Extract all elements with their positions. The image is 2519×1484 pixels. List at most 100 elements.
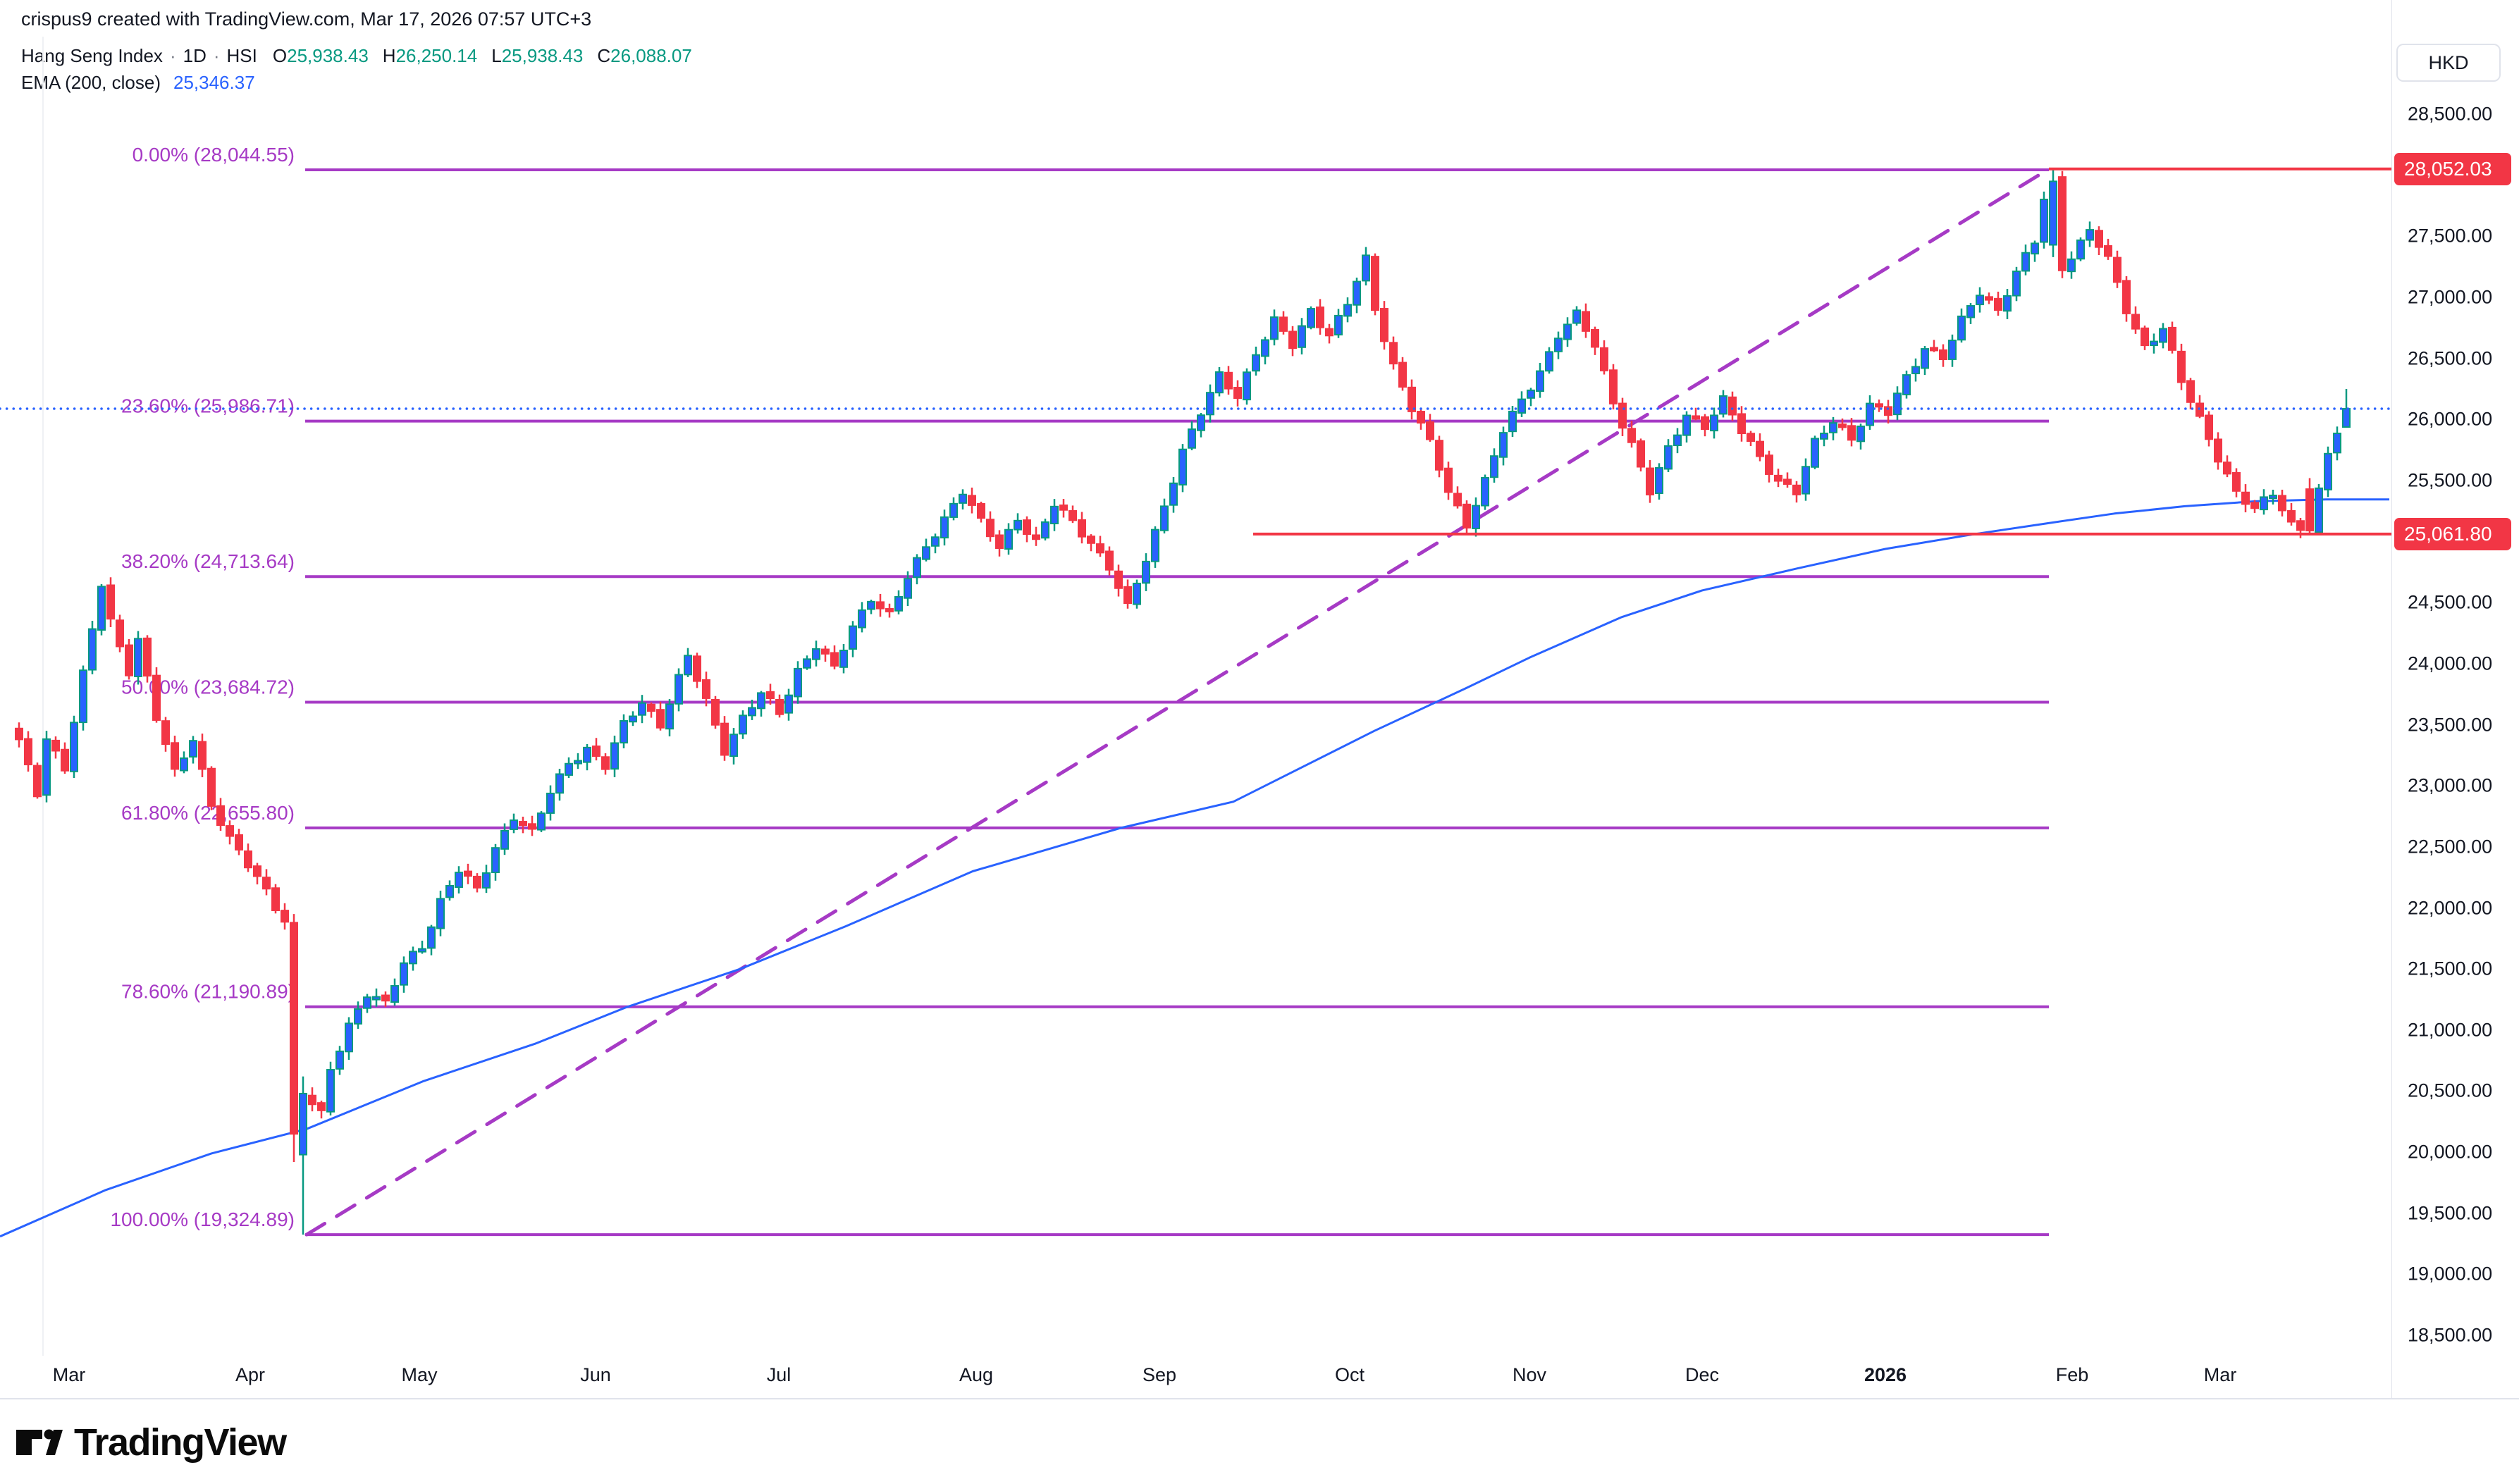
candle-down bbox=[464, 870, 472, 877]
candle-down bbox=[1279, 316, 1288, 332]
candle-down bbox=[281, 910, 289, 923]
price-tick-label[interactable]: 23,500.00 bbox=[2408, 714, 2493, 736]
time-axis-label[interactable]: Feb bbox=[2055, 1364, 2089, 1385]
candle-up bbox=[180, 757, 188, 772]
price-tick-label[interactable]: 20,000.00 bbox=[2408, 1141, 2493, 1163]
candle-up bbox=[546, 792, 555, 814]
currency-button[interactable]: HKD bbox=[2396, 44, 2501, 82]
candle-down bbox=[2305, 488, 2314, 532]
time-axis[interactable]: Mar Apr May Jun Jul Aug Sep Oct Nov Dec 2026 Feb Mar bbox=[0, 1356, 2391, 1398]
candle-down bbox=[1609, 369, 1618, 404]
candle-down bbox=[61, 748, 69, 772]
candle-down bbox=[290, 922, 298, 1135]
fib-level-label: 0.00% (28,044.55) bbox=[133, 144, 295, 166]
time-axis-label[interactable]: May bbox=[401, 1364, 438, 1385]
candle-down bbox=[1847, 425, 1856, 441]
candle-down bbox=[198, 741, 207, 770]
price-tick-label[interactable]: 19,500.00 bbox=[2408, 1202, 2493, 1224]
price-tick-label[interactable]: 24,500.00 bbox=[2408, 591, 2493, 613]
candle-up bbox=[2003, 295, 2012, 312]
candle-up bbox=[739, 715, 747, 735]
time-axis-label[interactable]: Apr bbox=[235, 1364, 266, 1385]
candle-down bbox=[519, 821, 527, 826]
candle-down bbox=[830, 652, 839, 667]
candle-up bbox=[1545, 351, 1553, 372]
candle-up bbox=[2012, 271, 2021, 297]
candle-down bbox=[1646, 467, 1654, 495]
price-tick-label[interactable]: 27,000.00 bbox=[2408, 286, 2493, 308]
candle-up bbox=[482, 872, 491, 889]
candle-up bbox=[812, 648, 820, 660]
candle-up bbox=[418, 948, 426, 953]
price-tick-label[interactable]: 22,500.00 bbox=[2408, 836, 2493, 858]
candle-down bbox=[1114, 570, 1123, 589]
candle-up bbox=[839, 650, 848, 668]
candle-up bbox=[2315, 487, 2323, 533]
candle-up bbox=[390, 985, 399, 1003]
time-axis-label[interactable]: Nov bbox=[1512, 1364, 1547, 1385]
candle-up bbox=[1902, 374, 1911, 395]
candle-up bbox=[79, 669, 87, 724]
price-tick-label[interactable]: 20,500.00 bbox=[2408, 1080, 2493, 1101]
candle-down bbox=[1453, 493, 1462, 507]
candle-down bbox=[1783, 478, 1792, 485]
price-axis[interactable]: HKD 28,500.00 27,500.00 27,000.00 26,500.00… bbox=[2392, 0, 2519, 1398]
tradingview-logo[interactable]: TradingView bbox=[16, 1423, 287, 1461]
time-axis-label[interactable]: Dec bbox=[1685, 1364, 1720, 1385]
price-tick-label[interactable]: 19,000.00 bbox=[2408, 1263, 2493, 1285]
candle-down bbox=[1417, 411, 1425, 424]
price-tick-label[interactable]: 26,500.00 bbox=[2408, 347, 2493, 369]
candle-down bbox=[253, 865, 261, 877]
symbol-interval: 1D bbox=[183, 44, 207, 66]
price-level-tag[interactable]: 25,061.80 bbox=[2394, 517, 2511, 550]
candle-down bbox=[1792, 484, 1801, 495]
candle-up bbox=[354, 1008, 362, 1025]
candle-up bbox=[1719, 395, 1727, 415]
time-axis-label[interactable]: Jun bbox=[580, 1364, 611, 1385]
candle-up bbox=[1252, 354, 1260, 372]
candle-down bbox=[821, 648, 830, 655]
candle-down bbox=[1582, 311, 1590, 332]
symbol-title: Hang Seng Index bbox=[21, 44, 163, 66]
candle-down bbox=[1600, 347, 1608, 371]
price-tick-label[interactable]: 25,500.00 bbox=[2408, 469, 2493, 491]
trendline-dashed bbox=[304, 168, 2050, 1237]
candle-down bbox=[2141, 327, 2149, 347]
symbol-ticker: HSI bbox=[226, 44, 257, 66]
time-axis-label[interactable]: Mar bbox=[52, 1364, 86, 1385]
price-tick-label[interactable]: 18,500.00 bbox=[2408, 1324, 2493, 1346]
time-axis-label[interactable]: Sep bbox=[1142, 1364, 1177, 1385]
candle-down bbox=[1765, 455, 1773, 475]
candle-up bbox=[1563, 323, 1572, 340]
candle-up bbox=[1682, 414, 1691, 436]
price-tick-label[interactable]: 24,000.00 bbox=[2408, 653, 2493, 674]
candle-down bbox=[592, 746, 601, 757]
candle-up bbox=[510, 819, 518, 830]
price-tick-label[interactable]: 28,500.00 bbox=[2408, 103, 2493, 125]
price-tick-label[interactable]: 21,000.00 bbox=[2408, 1019, 2493, 1041]
candle-up bbox=[1014, 519, 1022, 531]
candle-up bbox=[1243, 371, 1251, 401]
candle-down bbox=[2131, 314, 2140, 330]
price-tick-label[interactable]: 26,000.00 bbox=[2408, 408, 2493, 430]
candle-up bbox=[684, 655, 692, 676]
fib-level-label: 23.60% (25,986.71) bbox=[121, 395, 295, 417]
ema-line bbox=[0, 498, 2390, 1238]
time-axis-label[interactable]: Jul bbox=[766, 1364, 792, 1385]
candle-down bbox=[1435, 440, 1443, 471]
candle-down bbox=[1068, 509, 1077, 521]
chart-canvas[interactable]: 0.00% (28,044.55) 23.60% (25,986.71) 38.20… bbox=[0, 0, 2391, 1398]
price-tick-label[interactable]: 27,500.00 bbox=[2408, 225, 2493, 247]
price-tick-label[interactable]: 21,500.00 bbox=[2408, 958, 2493, 979]
candle-down bbox=[171, 742, 179, 770]
time-axis-label[interactable]: Mar bbox=[2203, 1364, 2237, 1385]
price-tick-label[interactable]: 22,000.00 bbox=[2408, 897, 2493, 919]
time-axis-label[interactable]: Oct bbox=[1334, 1364, 1365, 1385]
candle-down bbox=[1747, 433, 1755, 443]
price-tick-label[interactable]: 23,000.00 bbox=[2408, 774, 2493, 796]
price-level-tag[interactable]: 28,052.03 bbox=[2394, 152, 2511, 185]
time-axis-label[interactable]: Aug bbox=[959, 1364, 994, 1385]
candle-up bbox=[2159, 328, 2167, 343]
time-axis-label[interactable]: 2026 bbox=[1864, 1364, 1907, 1385]
candle-down bbox=[1884, 406, 1892, 416]
